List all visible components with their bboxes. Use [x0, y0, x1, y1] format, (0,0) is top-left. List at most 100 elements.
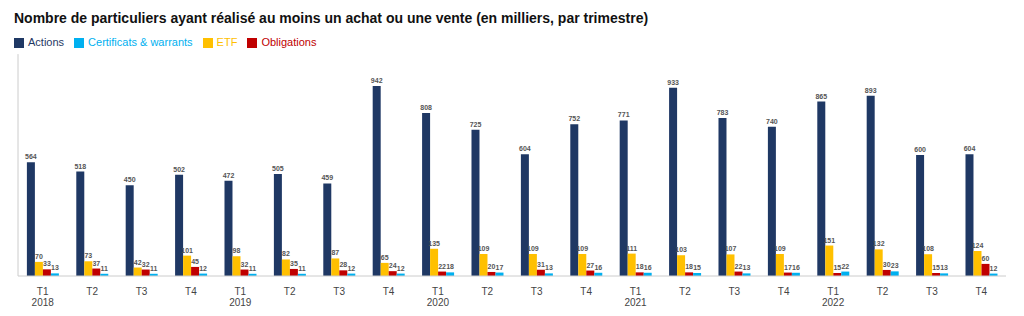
svg-text:37: 37 — [92, 260, 100, 267]
svg-text:17: 17 — [784, 264, 792, 271]
svg-text:450: 450 — [124, 176, 136, 183]
svg-text:60: 60 — [982, 255, 990, 262]
svg-text:124: 124 — [972, 242, 984, 249]
svg-text:30: 30 — [883, 261, 891, 268]
svg-text:T4: T4 — [383, 286, 395, 297]
svg-text:108: 108 — [922, 245, 934, 252]
svg-text:459: 459 — [321, 174, 333, 181]
svg-text:101: 101 — [181, 247, 193, 254]
svg-text:111: 111 — [626, 245, 637, 252]
svg-text:T2: T2 — [877, 286, 889, 297]
svg-text:T12020: T12020 — [427, 286, 450, 308]
svg-text:151: 151 — [823, 237, 835, 244]
svg-text:11: 11 — [101, 265, 109, 272]
svg-text:18: 18 — [636, 263, 644, 270]
svg-text:109: 109 — [774, 245, 786, 252]
svg-text:600: 600 — [914, 146, 926, 153]
svg-text:15: 15 — [693, 264, 701, 271]
svg-text:T3: T3 — [728, 286, 740, 297]
svg-text:24: 24 — [389, 262, 397, 269]
svg-text:73: 73 — [84, 252, 92, 259]
svg-text:27: 27 — [586, 262, 594, 269]
svg-text:11: 11 — [150, 265, 158, 272]
svg-text:20: 20 — [488, 263, 496, 270]
svg-text:109: 109 — [478, 245, 490, 252]
svg-text:783: 783 — [717, 109, 729, 116]
svg-text:15: 15 — [833, 264, 841, 271]
svg-text:103: 103 — [675, 246, 687, 253]
svg-text:865: 865 — [815, 93, 827, 100]
svg-text:33: 33 — [43, 260, 51, 267]
svg-text:13: 13 — [51, 264, 59, 271]
svg-text:472: 472 — [223, 172, 235, 179]
svg-text:22: 22 — [841, 263, 849, 270]
svg-text:13: 13 — [940, 264, 948, 271]
svg-text:12: 12 — [347, 265, 355, 272]
svg-text:45: 45 — [191, 258, 199, 265]
svg-text:T4: T4 — [580, 286, 592, 297]
svg-text:22: 22 — [735, 263, 743, 270]
svg-text:T3: T3 — [531, 286, 543, 297]
svg-text:752: 752 — [568, 115, 580, 122]
svg-text:17: 17 — [496, 264, 504, 271]
svg-text:771: 771 — [618, 111, 630, 118]
svg-text:T3: T3 — [926, 286, 938, 297]
svg-text:70: 70 — [35, 253, 43, 260]
svg-text:T2: T2 — [679, 286, 691, 297]
svg-text:87: 87 — [331, 249, 339, 256]
svg-text:11: 11 — [298, 265, 306, 272]
svg-text:109: 109 — [576, 245, 588, 252]
svg-text:18: 18 — [685, 263, 693, 270]
svg-text:942: 942 — [371, 77, 383, 84]
svg-text:T4: T4 — [185, 286, 197, 297]
svg-text:604: 604 — [964, 145, 976, 152]
svg-text:T2: T2 — [86, 286, 98, 297]
svg-text:82: 82 — [282, 250, 290, 257]
svg-text:28: 28 — [339, 261, 347, 268]
svg-text:T3: T3 — [333, 286, 345, 297]
svg-text:T3: T3 — [136, 286, 148, 297]
svg-text:32: 32 — [241, 261, 249, 268]
svg-text:132: 132 — [873, 240, 885, 247]
svg-text:11: 11 — [249, 265, 257, 272]
svg-text:13: 13 — [545, 264, 553, 271]
svg-text:T12022: T12022 — [822, 286, 845, 308]
svg-text:16: 16 — [792, 264, 800, 271]
svg-text:740: 740 — [766, 118, 778, 125]
svg-text:T2: T2 — [481, 286, 493, 297]
svg-text:42: 42 — [134, 259, 142, 266]
svg-text:808: 808 — [420, 104, 432, 111]
svg-text:T2: T2 — [284, 286, 296, 297]
svg-text:518: 518 — [74, 163, 86, 170]
svg-text:T12018: T12018 — [32, 286, 55, 308]
svg-text:65: 65 — [381, 254, 389, 261]
svg-text:T4: T4 — [778, 286, 790, 297]
svg-text:135: 135 — [428, 240, 440, 247]
svg-text:T4: T4 — [975, 286, 987, 297]
svg-text:502: 502 — [173, 166, 185, 173]
svg-text:725: 725 — [470, 121, 482, 128]
svg-text:T12021: T12021 — [624, 286, 647, 308]
svg-text:22: 22 — [438, 263, 446, 270]
svg-text:12: 12 — [397, 265, 405, 272]
svg-text:31: 31 — [537, 261, 545, 268]
svg-text:564: 564 — [25, 153, 37, 160]
svg-text:12: 12 — [990, 265, 998, 272]
svg-text:18: 18 — [446, 263, 454, 270]
svg-text:35: 35 — [290, 260, 298, 267]
svg-text:12: 12 — [199, 265, 207, 272]
svg-text:98: 98 — [233, 247, 241, 254]
svg-text:933: 933 — [667, 79, 679, 86]
svg-text:107: 107 — [725, 245, 737, 252]
svg-text:893: 893 — [865, 87, 877, 94]
svg-text:13: 13 — [743, 264, 751, 271]
svg-text:23: 23 — [891, 262, 899, 269]
svg-text:16: 16 — [594, 264, 602, 271]
svg-text:109: 109 — [527, 245, 539, 252]
svg-text:32: 32 — [142, 261, 150, 268]
svg-text:604: 604 — [519, 145, 531, 152]
svg-text:505: 505 — [272, 165, 284, 172]
svg-text:15: 15 — [932, 264, 940, 271]
svg-text:16: 16 — [644, 264, 652, 271]
svg-text:T12019: T12019 — [229, 286, 252, 308]
